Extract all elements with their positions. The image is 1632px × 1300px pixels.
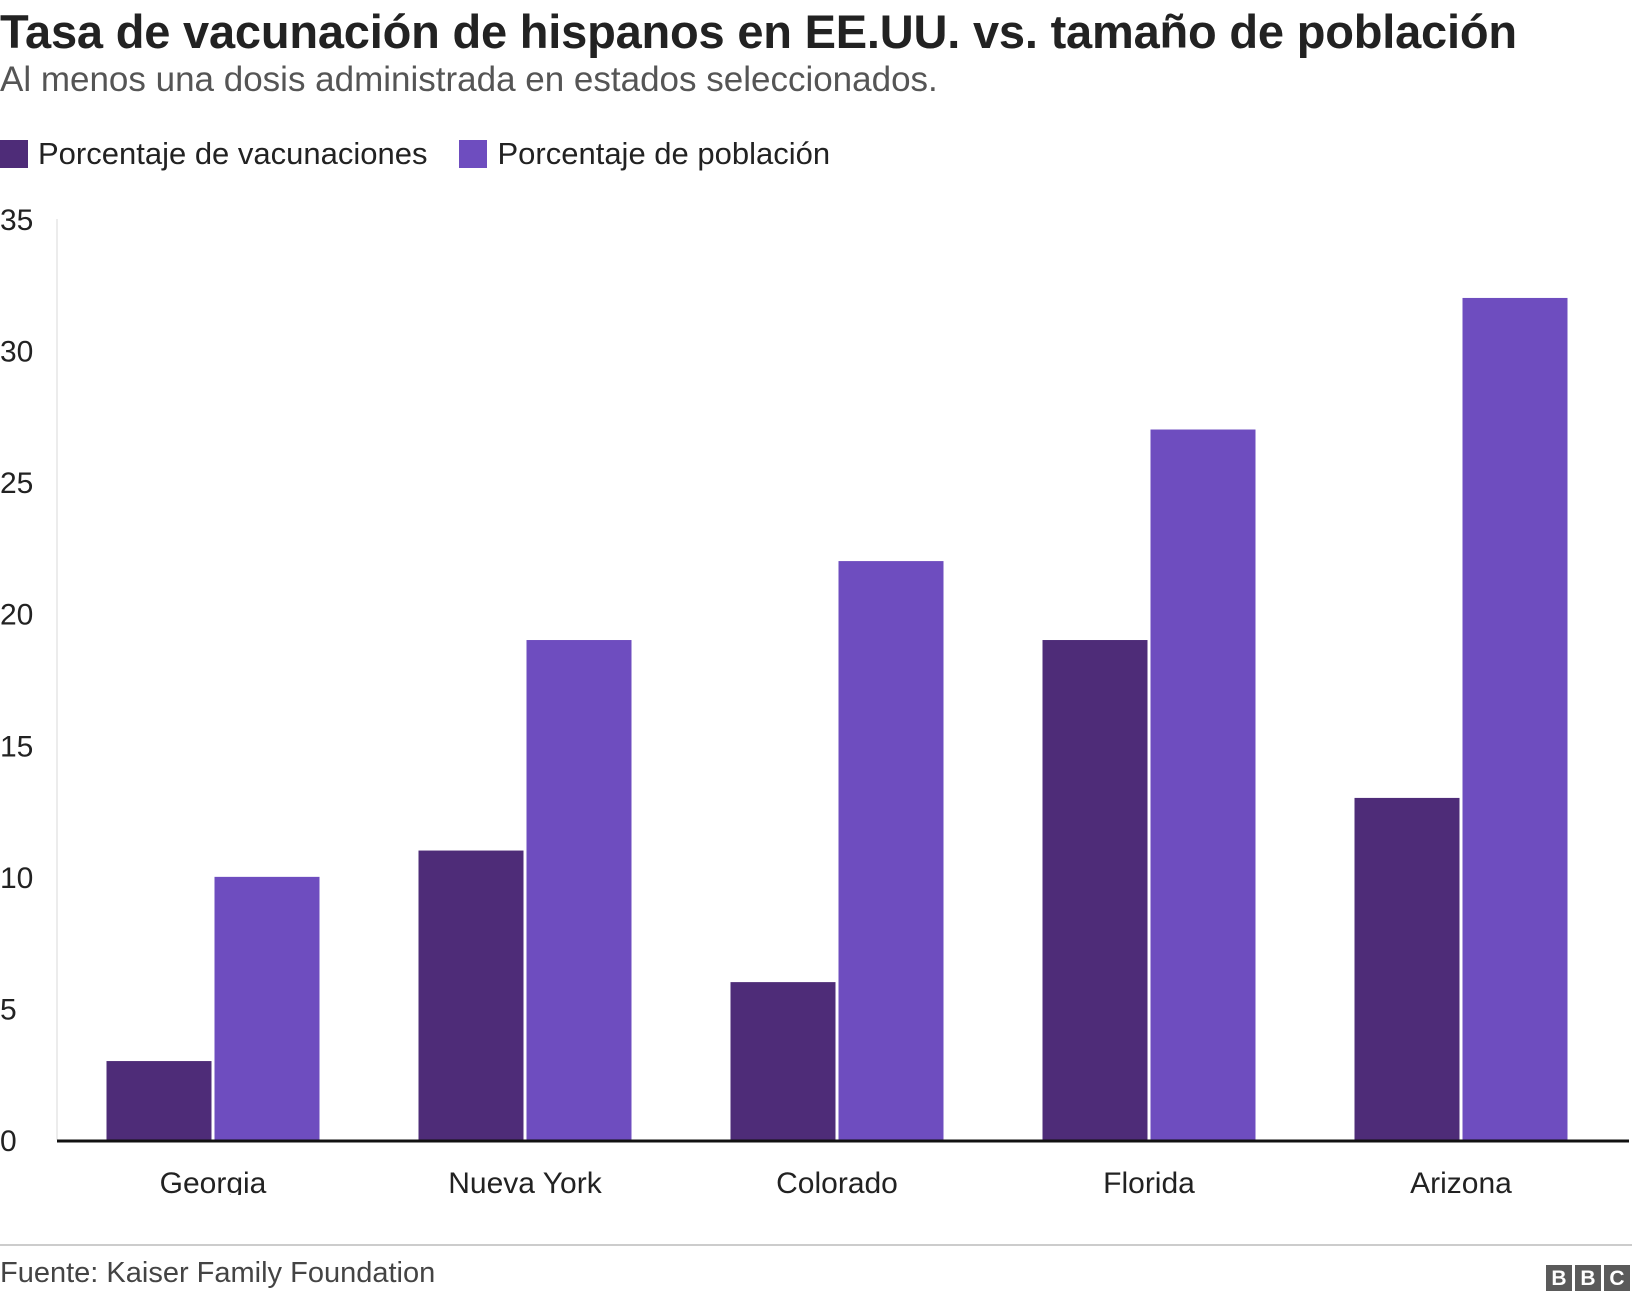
x-tick-label: Nueva York (448, 1167, 602, 1195)
bar-vacunaciones (1354, 797, 1460, 1140)
bar-chart: 0 5 10 15 20 25 30 35 Georgia Nueva York Colorado F… (0, 204, 1629, 1195)
bar-poblacion (838, 561, 944, 1140)
x-tick-label: Colorado (776, 1167, 898, 1195)
chart-legend: Porcentaje de vacunaciones Porcentaje de… (0, 136, 862, 172)
bar-vacunaciones (106, 1061, 212, 1140)
bar-poblacion (526, 640, 632, 1140)
chart-title: Tasa de vacunación de hispanos en EE.UU.… (0, 5, 1517, 58)
legend-swatch-poblacion (459, 140, 488, 168)
y-tick-label: 0 (0, 1125, 17, 1158)
legend-label-vacunaciones: Porcentaje de vacunaciones (38, 136, 428, 171)
bbc-logo-letter-b1: B (1546, 1265, 1572, 1291)
y-tick-label: 15 (0, 730, 33, 763)
bar-poblacion (214, 876, 320, 1140)
bar-vacunaciones (1042, 640, 1148, 1140)
footer-divider (0, 1244, 1632, 1246)
bar-vacunaciones (418, 850, 524, 1140)
legend-label-poblacion: Porcentaje de población (497, 136, 831, 171)
legend-swatch-vacunaciones (0, 140, 28, 168)
bbc-logo-letter-c: C (1604, 1265, 1630, 1291)
y-tick-label: 30 (0, 336, 33, 369)
y-tick-label: 20 (0, 599, 33, 632)
source-note: Fuente: Kaiser Family Foundation (0, 1257, 436, 1289)
bbc-logo-letter-b2: B (1575, 1265, 1601, 1291)
x-tick-label: Florida (1103, 1167, 1195, 1195)
bar-vacunaciones (730, 982, 836, 1140)
y-tick-label: 10 (0, 862, 33, 895)
x-tick-label: Georgia (160, 1167, 267, 1195)
y-tick-label: 25 (0, 467, 33, 500)
bar-poblacion (1462, 297, 1568, 1140)
x-tick-label: Arizona (1410, 1167, 1512, 1195)
legend-item-vacunaciones: Porcentaje de vacunaciones (0, 136, 427, 172)
y-tick-label: 35 (0, 204, 33, 237)
legend-item-poblacion: Porcentaje de población (459, 136, 830, 172)
bbc-logo: B B C (1546, 1265, 1630, 1291)
y-tick-label: 5 (0, 993, 17, 1026)
bar-poblacion (1150, 429, 1256, 1140)
chart-subtitle: Al menos una dosis administrada en estad… (0, 60, 938, 99)
